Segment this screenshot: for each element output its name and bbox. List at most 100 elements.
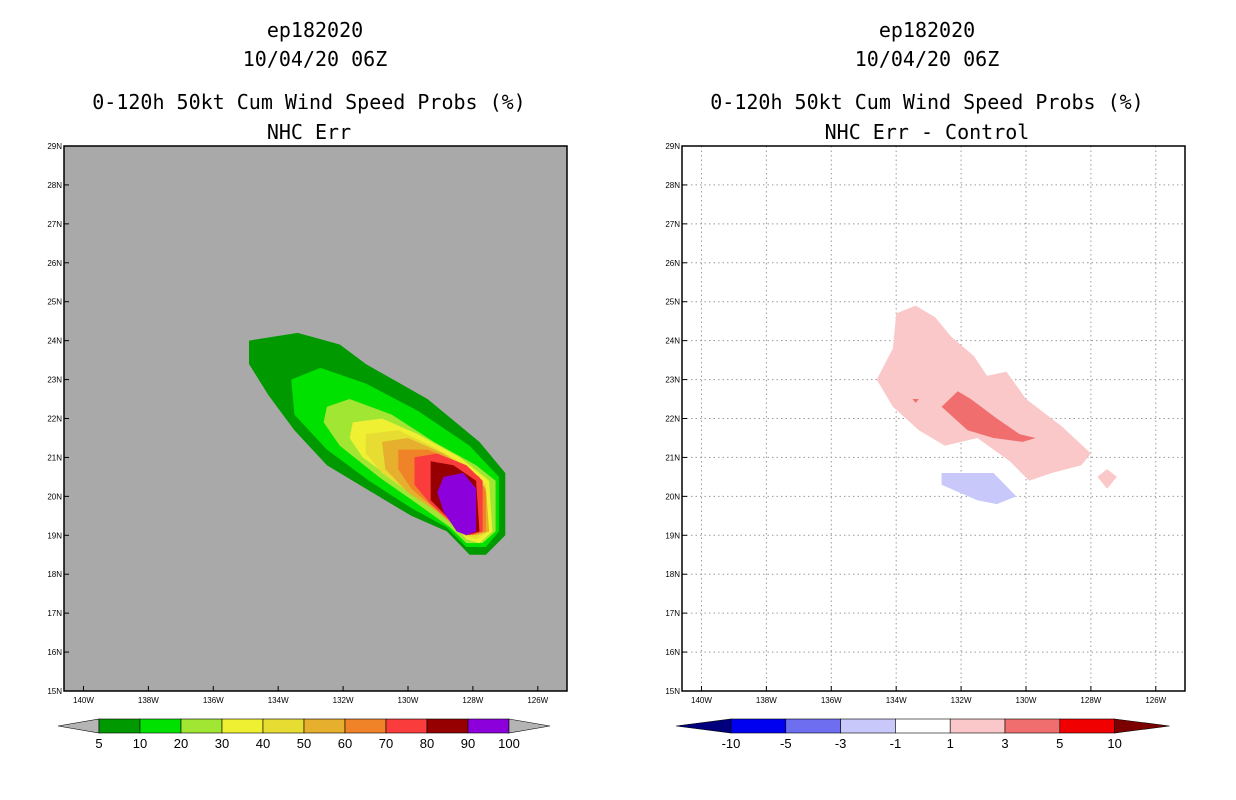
right-chart: ep182020 10/04/20 06Z 0-120h 50kt Cum Wi… [665, 18, 1186, 751]
colorbar-label: 50 [297, 736, 311, 751]
x-tick-label: 128W [1080, 696, 1101, 705]
colorbar-segment [303, 718, 346, 734]
x-tick-label: 140W [73, 696, 94, 705]
colorbar-label: -10 [722, 736, 741, 751]
colorbar-segment [344, 718, 387, 734]
y-tick-label: 24N [47, 337, 62, 346]
colorbar-segment [1059, 718, 1115, 734]
left-chart: ep182020 10/04/20 06Z 0-120h 50kt Cum Wi… [47, 18, 568, 751]
contour-level-3 [941, 391, 1036, 442]
colorbar-segment [730, 718, 787, 734]
y-tick-label: 29N [665, 142, 680, 151]
y-tick-label: 25N [665, 298, 680, 307]
right-storm-id: ep182020 [879, 18, 975, 42]
y-tick-label: 15N [47, 687, 62, 696]
y-tick-label: 21N [665, 453, 680, 462]
y-tick-label: 28N [665, 181, 680, 190]
x-tick-label: 130W [398, 696, 419, 705]
colorbar-label: 20 [174, 736, 188, 751]
colorbar-low-arrow [57, 718, 100, 734]
left-subtitle: NHC Err [267, 120, 351, 144]
colorbar-segment [426, 718, 469, 734]
colorbar-segment [98, 718, 141, 734]
colorbar-label: 60 [338, 736, 352, 751]
right-x-ticks: 140W 138W 136W 134W 132W 130W 128W 126W [691, 686, 1167, 705]
colorbar-segment [180, 718, 223, 734]
y-tick-label: 27N [665, 220, 680, 229]
colorbar-low-arrow [675, 718, 732, 734]
contour-level-1 [1097, 469, 1117, 489]
colorbar-segment [895, 718, 951, 734]
colorbar-label: 1 [947, 736, 954, 751]
y-tick-label: 15N [665, 687, 680, 696]
colorbar-label: 100 [498, 736, 520, 751]
y-tick-label: 22N [665, 415, 680, 424]
x-tick-label: 126W [527, 696, 548, 705]
left-y-ticks: 15N 16N 17N 18N 19N 20N 21N 22N 23N 24N 25N 26N 27N 2… [47, 142, 69, 696]
colorbar-segment [467, 718, 510, 734]
colorbar-label: 30 [215, 736, 229, 751]
y-tick-label: 23N [47, 376, 62, 385]
y-tick-label: 20N [665, 492, 680, 501]
colorbar-label: -3 [835, 736, 847, 751]
y-tick-label: 17N [47, 609, 62, 618]
x-tick-label: 134W [886, 696, 907, 705]
colorbar-label: -5 [780, 736, 792, 751]
colorbar-label: 10 [1107, 736, 1121, 751]
x-tick-label: 126W [1145, 696, 1166, 705]
colorbar-segment [840, 718, 896, 734]
colorbar-label: -1 [890, 736, 902, 751]
y-tick-label: 28N [47, 181, 62, 190]
y-tick-label: 18N [665, 570, 680, 579]
y-tick-label: 21N [47, 453, 62, 462]
colorbar-segment [139, 718, 182, 734]
x-tick-label: 128W [462, 696, 483, 705]
colorbar-label: 3 [1001, 736, 1008, 751]
colorbar-label: 40 [256, 736, 270, 751]
colorbar-segment [262, 718, 305, 734]
left-colorbar: 5 10 20 30 40 50 60 70 80 90 100 [57, 718, 551, 751]
x-tick-label: 132W [951, 696, 972, 705]
right-subtitle: NHC Err - Control [825, 120, 1030, 144]
right-date: 10/04/20 06Z [855, 47, 1000, 71]
colorbar-label: 90 [461, 736, 475, 751]
right-contours [876, 305, 1117, 505]
contour-level-3 [912, 399, 919, 403]
left-title: 0-120h 50kt Cum Wind Speed Probs (%) [92, 90, 525, 114]
y-tick-label: 17N [665, 609, 680, 618]
y-tick-label: 24N [665, 337, 680, 346]
right-colorbar: -10 -5 -3 -1 1 3 5 10 [675, 718, 1170, 751]
y-tick-label: 29N [47, 142, 62, 151]
colorbar-label: 10 [133, 736, 147, 751]
contour-level-1 [876, 305, 1091, 481]
y-tick-label: 26N [47, 259, 62, 268]
x-tick-label: 138W [756, 696, 777, 705]
colorbar-label: 5 [1056, 736, 1063, 751]
y-tick-label: 20N [47, 492, 62, 501]
x-tick-label: 136W [203, 696, 224, 705]
y-tick-label: 16N [47, 648, 62, 657]
y-tick-label: 18N [47, 570, 62, 579]
contour-level-90 [437, 473, 477, 536]
x-tick-label: 134W [268, 696, 289, 705]
left-x-ticks: 140W 138W 136W 134W 132W 130W 128W 126W [73, 686, 549, 705]
y-tick-label: 19N [665, 531, 680, 540]
left-date: 10/04/20 06Z [243, 47, 388, 71]
right-y-ticks: 15N 16N 17N 18N 19N 20N 21N 22N 23N 24N 25N 26N 27N 2… [665, 142, 687, 696]
y-tick-label: 22N [47, 415, 62, 424]
x-tick-label: 140W [691, 696, 712, 705]
y-tick-label: 19N [47, 531, 62, 540]
colorbar-label: 80 [420, 736, 434, 751]
colorbar-segment [221, 718, 264, 734]
colorbar-label: 5 [95, 736, 102, 751]
right-title: 0-120h 50kt Cum Wind Speed Probs (%) [710, 90, 1143, 114]
colorbar-label: 70 [379, 736, 393, 751]
x-tick-label: 132W [333, 696, 354, 705]
colorbar-segment [1004, 718, 1061, 734]
colorbar-high-arrow [508, 718, 551, 734]
colorbar-segment [385, 718, 428, 734]
left-contours [249, 332, 506, 555]
y-tick-label: 26N [665, 259, 680, 268]
colorbar-segment [949, 718, 1006, 734]
